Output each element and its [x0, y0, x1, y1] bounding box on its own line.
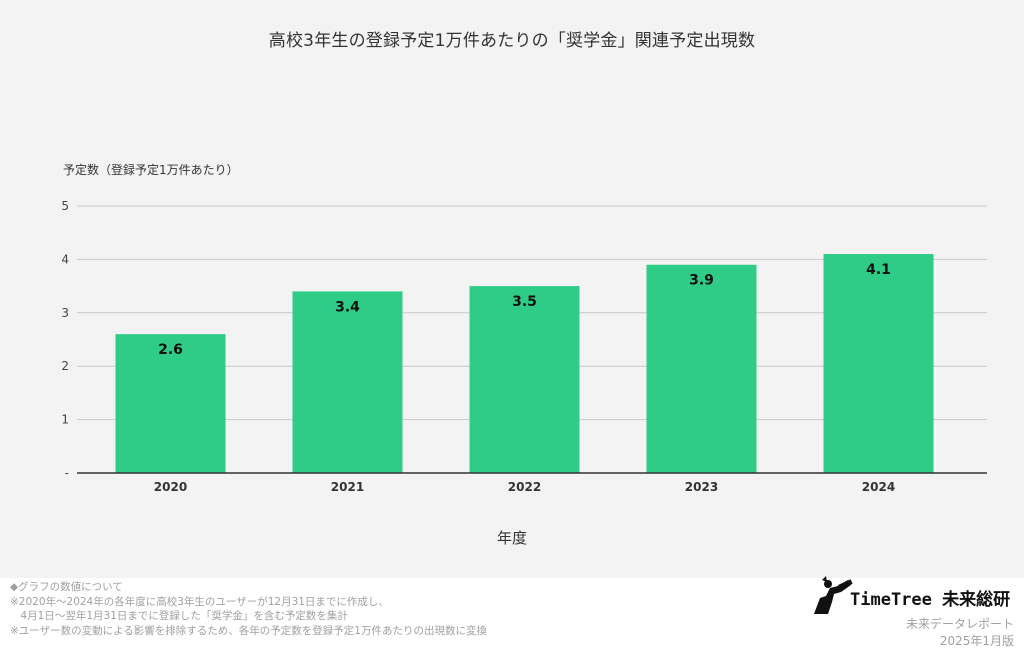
- y-tick-labels: - 1 2 3 4 5: [61, 199, 69, 480]
- x-tick-labels: 2020 2021 2022 2023 2024: [154, 480, 895, 494]
- x-tick-label: 2022: [508, 480, 541, 494]
- x-tick-label: 2020: [154, 480, 187, 494]
- value-label: 3.5: [512, 294, 537, 310]
- y-tick-label: -: [65, 466, 69, 480]
- value-label: 4.1: [866, 262, 891, 278]
- value-label: 3.9: [689, 273, 714, 289]
- report-name: 未来データレポート: [905, 617, 1014, 631]
- x-tick-label: 2024: [862, 480, 895, 494]
- footnote-line: ※ユーザー数の変動による影響を排除するため、各年の予定数を登録予定1万件あたりの…: [10, 624, 487, 637]
- value-labels: 2.6 3.4 3.5 3.9 4.1: [158, 262, 891, 358]
- bars: [115, 254, 934, 473]
- x-axis-label: 年度: [496, 529, 527, 547]
- telescope-person-icon: [814, 576, 853, 614]
- y-tick-label: 2: [61, 359, 69, 373]
- bar-2024: [823, 254, 934, 473]
- y-tick-label: 1: [61, 413, 69, 427]
- bar-2022: [469, 286, 580, 473]
- x-tick-label: 2021: [331, 480, 364, 494]
- value-label: 3.4: [335, 299, 360, 315]
- y-tick-label: 3: [61, 306, 69, 320]
- bar-2021: [292, 291, 403, 473]
- x-tick-label: 2023: [685, 480, 718, 494]
- footnote-line: ※2020年～2024年の各年度に高校3年生のユーザーが12月31日までに作成し…: [10, 595, 389, 608]
- brand-block: TimeTree 未来総研: [800, 576, 1020, 616]
- footnote-heading: ◆グラフの数値について: [10, 581, 123, 593]
- bar-2023: [646, 264, 757, 473]
- brand-name: TimeTree 未来総研: [850, 590, 1011, 610]
- y-axis-label: 予定数（登録予定1万件あたり）: [63, 163, 239, 177]
- report-date: 2025年1月版: [939, 634, 1014, 648]
- y-tick-label: 5: [61, 199, 69, 213]
- bar-2020: [115, 334, 226, 473]
- footnotes: ◆グラフの数値について ※2020年～2024年の各年度に高校3年生のユーザーが1…: [10, 580, 487, 638]
- value-label: 2.6: [158, 342, 183, 358]
- footnote-line: 4月1日～翌年1月31日までに登録した「奨学金」を含む予定数を集計: [10, 610, 348, 622]
- chart-title: 高校3年生の登録予定1万件あたりの「奨学金」関連予定出現数: [268, 31, 756, 51]
- y-tick-label: 4: [61, 252, 69, 266]
